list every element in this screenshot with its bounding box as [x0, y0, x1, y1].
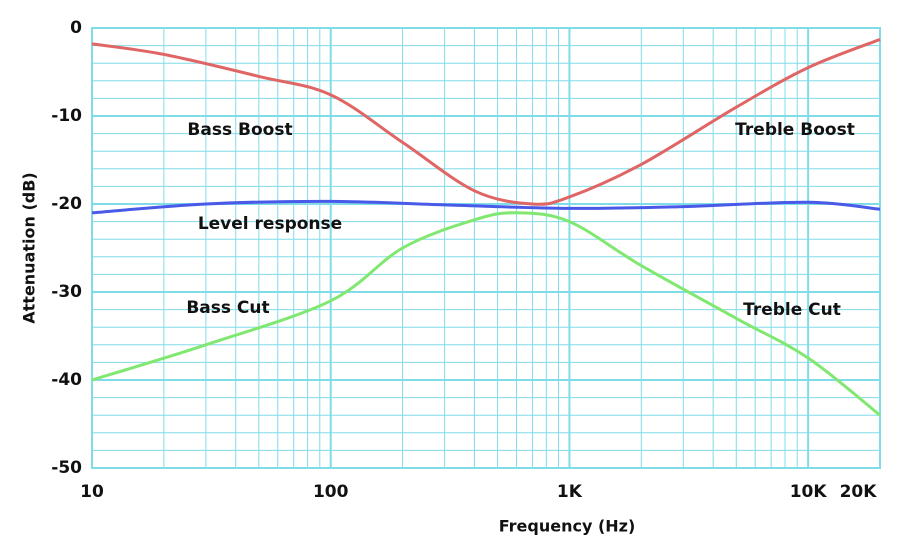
annotation: Bass Cut	[186, 298, 269, 318]
y-axis-title: Attenuation (dB)	[20, 172, 39, 323]
annotation: Level response	[198, 214, 342, 234]
series-line	[91, 211, 881, 417]
series-line	[91, 199, 881, 215]
x-tick-label: 10K	[790, 482, 828, 502]
y-tick-label: -30	[51, 282, 82, 302]
annotation: Bass Boost	[187, 120, 292, 140]
y-tick-label: -50	[51, 458, 82, 478]
x-tick-label: 100	[313, 482, 349, 502]
y-tick-label: -20	[51, 194, 82, 214]
y-tick-label: 0	[70, 18, 82, 38]
series-line	[91, 38, 881, 206]
x-tick-label: 20K	[840, 482, 878, 502]
x-tick-label: 10	[80, 482, 104, 502]
annotation: Treble Boost	[735, 120, 855, 140]
x-tick-label: 1K	[557, 482, 583, 502]
y-tick-label: -40	[51, 370, 82, 390]
x-axis-title: Frequency (Hz)	[499, 517, 636, 536]
annotation: Treble Cut	[743, 300, 841, 320]
y-tick-label: -10	[51, 106, 82, 126]
